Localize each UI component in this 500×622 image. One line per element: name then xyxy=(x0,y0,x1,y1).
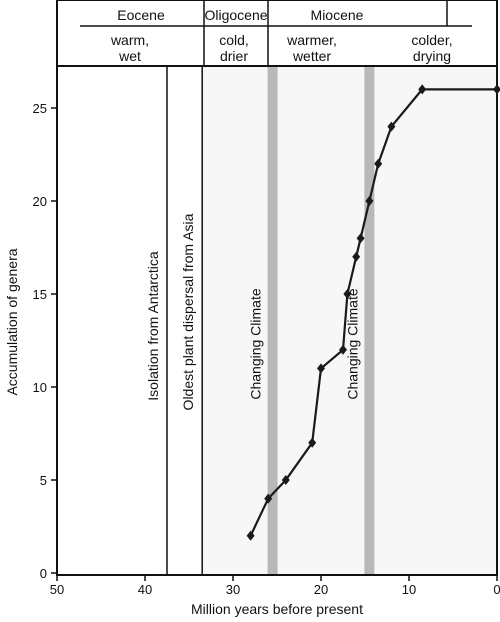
data-point xyxy=(343,289,352,299)
climate-label-oligocene: cold, drier xyxy=(219,32,249,64)
y-axis-title: Accumulation of genera xyxy=(4,248,20,395)
data-point xyxy=(317,363,325,374)
data-point xyxy=(281,475,290,485)
climate-change-band xyxy=(364,66,375,575)
epoch-label-miocene: Miocene xyxy=(311,7,364,23)
x-tick-label: 10 xyxy=(402,582,416,597)
y-tick-label: 25 xyxy=(33,101,47,116)
data-point xyxy=(264,493,273,504)
event-lines: Isolation from Antarctica Oldest plant di… xyxy=(145,66,203,575)
y-tick-label: 20 xyxy=(33,194,47,209)
epoch-label-oligocene: Oligocene xyxy=(204,7,267,23)
data-point xyxy=(387,121,396,132)
x-axis: 50 40 30 20 10 0 xyxy=(50,575,500,597)
y-tick-label: 0 xyxy=(40,566,47,581)
data-point xyxy=(308,437,317,448)
climate-label-miocene-early: warmer, wetter xyxy=(286,32,337,64)
climate-label-eocene: warm, wet xyxy=(110,32,149,64)
event-label: Oldest plant dispersal from Asia xyxy=(180,213,196,410)
data-point xyxy=(493,84,500,95)
epoch-label-eocene: Eocene xyxy=(117,7,165,23)
event-label: Isolation from Antarctica xyxy=(145,251,161,401)
climate-change-band xyxy=(267,66,278,575)
y-axis: 0 5 10 15 20 25 xyxy=(33,101,57,581)
data-point xyxy=(418,84,427,95)
data-series xyxy=(246,84,500,541)
series-line xyxy=(249,88,497,537)
y-tick-label: 10 xyxy=(33,380,47,395)
background-regions xyxy=(57,66,497,575)
x-tick-label: 30 xyxy=(226,582,240,597)
data-point xyxy=(246,530,255,541)
climate-change-label: Changing Climate xyxy=(344,288,360,399)
plot-frame xyxy=(56,0,498,576)
epoch-header: Eocene Oligocene Miocene warm, wet cold, d… xyxy=(80,0,472,66)
climate-label-miocene-late: colder, drying xyxy=(411,32,452,64)
x-tick-label: 50 xyxy=(50,582,64,597)
climate-bands: Changing Climate Changing Climate xyxy=(248,66,375,575)
data-point xyxy=(339,344,347,355)
y-tick-label: 5 xyxy=(40,473,47,488)
data-point xyxy=(356,233,365,244)
data-point xyxy=(365,196,374,206)
x-tick-label: 20 xyxy=(314,582,328,597)
x-tick-label: 0 xyxy=(493,582,500,597)
climate-change-label: Changing Climate xyxy=(248,288,264,399)
post-eocene-background xyxy=(202,66,497,575)
x-axis-title: Million years before present xyxy=(191,601,363,617)
x-tick-label: 40 xyxy=(138,582,152,597)
eocene-background xyxy=(57,66,203,575)
data-point xyxy=(352,251,361,262)
y-tick-label: 15 xyxy=(33,287,47,302)
data-point xyxy=(374,158,383,169)
